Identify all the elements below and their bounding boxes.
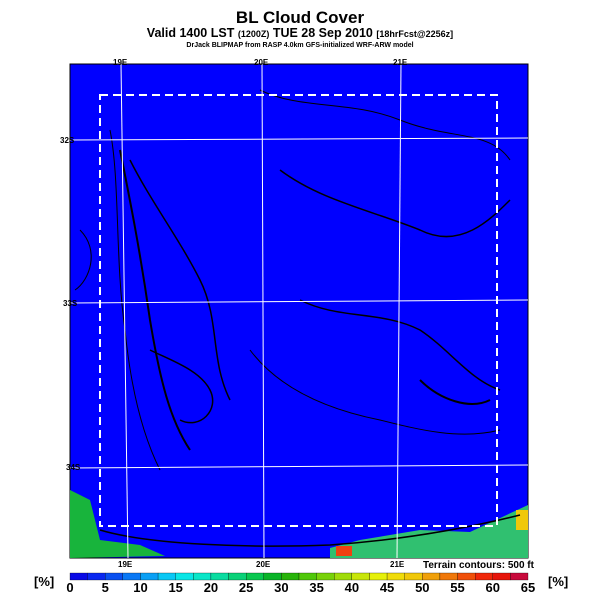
colorbar-swatch [281, 572, 300, 581]
colorbar-tick-label: 30 [274, 580, 289, 595]
colorbar-swatch [210, 572, 229, 581]
colorbar-tick-label: 50 [415, 580, 430, 595]
colorbar-swatch [457, 572, 476, 581]
colorbar-swatch [246, 572, 264, 581]
colorbar-tick-label: 55 [450, 580, 465, 595]
colorbar-swatch [422, 572, 441, 581]
inner-domain-box [99, 94, 498, 527]
colorbar [69, 572, 529, 581]
valid-time: Valid 1400 LST [146, 26, 235, 40]
colorbar-swatch [369, 572, 388, 581]
colorbar-tick-label: 35 [309, 580, 324, 595]
colorbar-tick-label: 20 [203, 580, 219, 595]
terrain-contours [74, 89, 521, 547]
colorbar-tick-label: 25 [238, 580, 254, 595]
lon-label-top: 20E [254, 58, 269, 67]
colorbar-swatch [475, 572, 493, 581]
unit-left: [%] [34, 574, 55, 589]
lon-label-top: 21E [393, 58, 408, 67]
lon-label-bottom: 20E [256, 560, 271, 569]
colorbar-tick-label: 45 [379, 580, 395, 595]
colorbar-swatch [510, 572, 529, 581]
lon-label-bottom: 19E [118, 560, 133, 569]
coast-color-band [330, 505, 528, 558]
colorbar-swatch [386, 572, 405, 581]
forecast-info: [18hrFcst@2256z] [376, 29, 454, 39]
colorbar-swatch [334, 572, 352, 581]
valid-zulu: (1200Z) [237, 29, 270, 39]
colorbar-swatch [175, 572, 194, 581]
colorbar-swatch [316, 572, 335, 581]
colorbar-swatch [69, 572, 88, 581]
colorbar-tick-label: 60 [485, 580, 500, 595]
colorbar-swatch [439, 572, 458, 581]
colorbar-swatch [157, 572, 176, 581]
lat-lon-grid [69, 63, 529, 559]
colorbar-swatch [228, 572, 247, 581]
lat-label: 32S [60, 136, 75, 145]
colorbar-swatch [263, 572, 282, 581]
chart-title: BL Cloud Cover [235, 8, 365, 27]
colorbar-swatch [87, 572, 106, 581]
chart-subtitle: Valid 1400 LST (1200Z) TUE 28 Sep 2010 [… [0, 26, 600, 40]
colorbar-swatch [140, 572, 159, 581]
colorbar-tick-label: 40 [344, 580, 360, 595]
colorbar-tick-label: 15 [168, 580, 183, 595]
lon-label-bottom: 21E [390, 560, 405, 569]
lon-label-top: 19E [113, 58, 128, 67]
colorbar-swatch [492, 572, 511, 581]
colorbar-swatch [298, 572, 317, 581]
lat-label: 33S [63, 299, 78, 308]
high-cloud-spot [336, 546, 352, 556]
colorbar-swatch [193, 572, 212, 581]
high-cloud-spot [516, 510, 528, 530]
credit-line: DrJack BLIPMAP from RASP 4.0km GFS-initi… [186, 42, 414, 49]
colorbar-swatch [351, 572, 370, 581]
map-background [69, 63, 529, 559]
coast-color-band [70, 490, 165, 558]
colorbar-swatch [404, 572, 423, 581]
unit-right: [%] [548, 574, 569, 589]
colorbar-swatch [105, 572, 123, 581]
colorbar-tick-label: 65 [520, 580, 536, 595]
valid-date: TUE 28 Sep 2010 [272, 26, 373, 40]
colorbar-tick-label: 10 [133, 580, 148, 595]
colorbar-tick-label: 0 [66, 580, 74, 595]
lat-label: 34S [66, 463, 81, 472]
colorbar-swatch [122, 572, 141, 581]
terrain-note: Terrain contours: 500 ft [423, 560, 534, 571]
colorbar-tick-label: 5 [101, 580, 109, 595]
